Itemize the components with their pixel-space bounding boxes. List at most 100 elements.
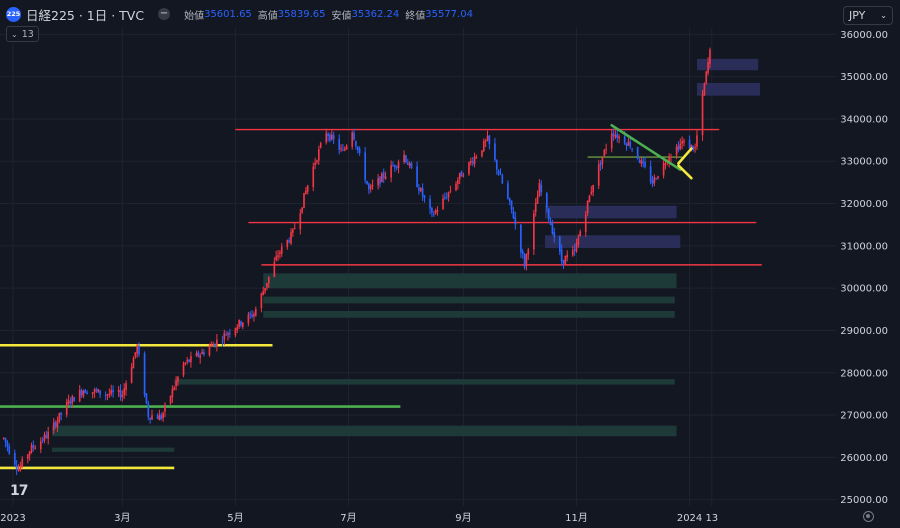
candle-body xyxy=(382,172,385,178)
candle-body xyxy=(599,163,602,166)
candle-body xyxy=(6,441,9,447)
supply-zone xyxy=(696,82,760,96)
symbol-title[interactable]: 日経225 · 1日 · TVC xyxy=(26,7,145,23)
candle-body xyxy=(104,394,107,396)
candle-body xyxy=(41,439,44,441)
candle-body xyxy=(251,314,253,317)
candle-body xyxy=(614,135,617,138)
candle-body xyxy=(475,156,478,158)
candle-body xyxy=(145,393,148,404)
candle-body xyxy=(143,353,146,395)
candle-body xyxy=(703,83,706,96)
candle-body xyxy=(527,249,530,255)
candle-body xyxy=(279,252,281,255)
candle-body xyxy=(210,344,213,347)
candle-body xyxy=(99,390,101,395)
candle-body xyxy=(547,208,550,220)
candle-body xyxy=(488,135,491,145)
candle-body xyxy=(642,161,645,163)
candle-body xyxy=(80,390,83,396)
candle-body xyxy=(229,332,231,334)
candle-body xyxy=(125,383,127,390)
y-tick-label: 25000.00 xyxy=(840,495,888,506)
candle-body xyxy=(26,454,29,459)
candle-body xyxy=(208,346,211,356)
candle-body xyxy=(293,228,296,230)
candle-body xyxy=(197,351,200,357)
candle-body xyxy=(601,157,604,164)
candle-body xyxy=(225,334,227,336)
trend-line xyxy=(610,123,682,172)
supply-zone xyxy=(696,58,759,71)
candle-body xyxy=(705,71,708,84)
candle-body xyxy=(444,197,446,199)
settings-icon[interactable] xyxy=(863,511,874,522)
candle-body xyxy=(65,402,68,415)
candle-body xyxy=(508,198,511,202)
candle-body xyxy=(97,389,100,393)
candle-body xyxy=(484,140,487,142)
candle-body xyxy=(106,394,109,396)
candle-body xyxy=(586,200,589,214)
candle-body xyxy=(299,213,302,230)
high-label: 高値 xyxy=(257,10,278,22)
candle-body xyxy=(358,148,361,153)
candle-body xyxy=(58,412,61,422)
candle-body xyxy=(84,389,87,394)
candle-body xyxy=(112,389,114,393)
candle-body xyxy=(597,164,600,186)
candle-body xyxy=(262,291,265,296)
candle-body xyxy=(110,389,113,395)
candle-body xyxy=(30,445,33,453)
candle-body xyxy=(123,388,126,395)
candle-body xyxy=(169,395,172,404)
candle-body xyxy=(73,397,75,402)
candle-body xyxy=(468,162,470,175)
candle-body xyxy=(605,148,607,150)
candle-body xyxy=(355,141,357,147)
candle-body xyxy=(520,224,522,253)
candle-body xyxy=(316,160,318,163)
candle-body xyxy=(562,260,565,264)
candle-body xyxy=(701,94,704,136)
candle-body xyxy=(462,175,465,177)
candle-body xyxy=(292,229,294,233)
candle-body xyxy=(455,183,457,191)
low-label: 安値 xyxy=(331,10,352,22)
candle-body xyxy=(434,210,437,214)
candle-body xyxy=(397,162,400,168)
candle-body xyxy=(47,431,50,439)
candle-body xyxy=(351,132,354,147)
candle-body xyxy=(303,192,305,209)
candle-body xyxy=(405,155,407,163)
candle-body xyxy=(521,251,524,255)
candle-body xyxy=(43,434,46,441)
symbol-icon[interactable]: 225 xyxy=(6,6,21,22)
currency-selector[interactable]: JPY ⌄ xyxy=(843,6,893,25)
candle-body xyxy=(445,197,448,199)
candle-body xyxy=(306,185,309,192)
candle-body xyxy=(457,179,459,184)
indicator-toggle[interactable]: ⌄ 13 xyxy=(6,26,39,42)
candle-body xyxy=(241,322,244,327)
candle-body xyxy=(147,403,150,418)
candle-body xyxy=(247,314,250,324)
low-value: 35362.24 xyxy=(351,8,400,20)
candle-body xyxy=(625,143,628,146)
y-tick-label: 29000.00 xyxy=(840,326,888,337)
x-tick-label: 2024 xyxy=(677,513,702,524)
candle-body xyxy=(151,415,153,420)
candle-body xyxy=(369,185,372,189)
candle-body xyxy=(653,177,656,184)
trend-line xyxy=(677,147,693,165)
tradingview-logo[interactable]: 17 xyxy=(10,483,29,499)
collapse-icon[interactable]: − xyxy=(158,8,171,20)
candle-body xyxy=(584,214,587,232)
candle-body xyxy=(305,190,307,194)
candle-body xyxy=(212,344,215,346)
candle-body xyxy=(177,376,179,382)
candle-body xyxy=(186,359,189,362)
candle-body xyxy=(19,465,22,471)
